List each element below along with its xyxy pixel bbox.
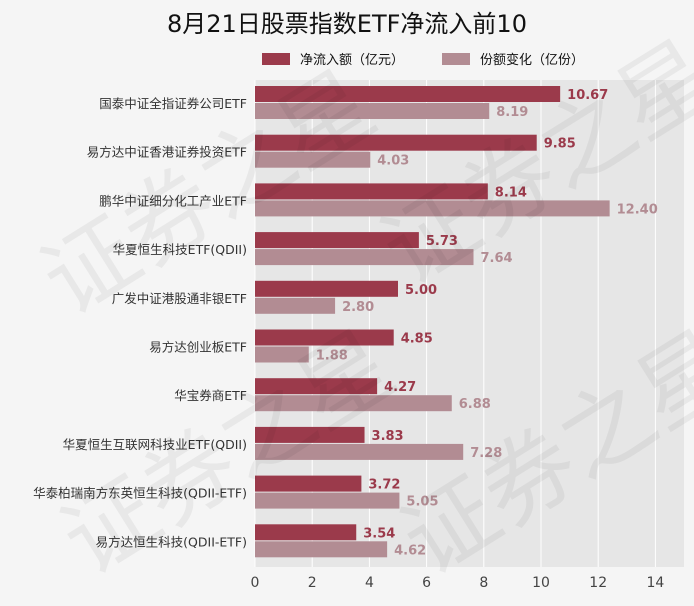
bar	[255, 200, 610, 217]
legend-item-net-inflow: 净流入额（亿元）	[262, 49, 404, 68]
x-tick-label: 6	[422, 575, 431, 591]
data-label: 3.54	[363, 526, 395, 541]
bar	[255, 475, 362, 492]
y-category-label: 华夏恒生科技ETF(QDII)	[113, 242, 247, 257]
bar	[255, 134, 537, 151]
bar	[255, 280, 398, 297]
bar	[255, 103, 490, 119]
bar	[255, 395, 452, 412]
data-label: 7.64	[481, 251, 513, 266]
bar	[255, 232, 419, 249]
y-category-label: 易方达恒生科技(QDII-ETF)	[96, 534, 247, 549]
chart-title: 8月21日股票指数ETF净流入前10	[167, 10, 527, 38]
data-label: 3.72	[368, 478, 400, 493]
legend-swatch-net-inflow	[262, 52, 290, 65]
data-label: 8.14	[495, 185, 527, 200]
data-label: 4.03	[377, 154, 409, 169]
bar	[255, 297, 336, 314]
bar	[255, 329, 394, 346]
legend-label-share-change: 份额变化（亿份）	[480, 53, 585, 68]
bar	[255, 378, 378, 395]
x-tick-label: 0	[251, 575, 260, 591]
x-tick-label: 8	[479, 575, 488, 591]
y-category-label: 易方达创业板ETF	[149, 340, 247, 355]
y-category-label: 华夏恒生互联网科技业ETF(QDII)	[63, 437, 247, 452]
data-label: 12.40	[617, 202, 658, 217]
bar	[255, 151, 371, 168]
data-label: 9.85	[544, 137, 576, 152]
bar	[255, 524, 357, 541]
legend: 净流入额（亿元） 份额变化（亿份）	[262, 49, 622, 68]
data-label: 8.19	[496, 105, 528, 120]
data-label: 3.83	[372, 429, 404, 444]
data-label: 4.85	[401, 332, 433, 347]
data-label: 2.80	[342, 300, 374, 315]
x-tick-label: 2	[308, 575, 317, 591]
data-label: 10.67	[567, 88, 608, 103]
data-label: 1.88	[316, 349, 348, 364]
data-label: 4.27	[384, 380, 416, 395]
y-category-label: 易方达中证香港证券投资ETF	[87, 145, 247, 160]
x-tick-label: 14	[646, 575, 664, 591]
data-label: 7.28	[470, 446, 502, 461]
data-label: 5.73	[426, 234, 458, 249]
y-category-label: 广发中证港股通非银ETF	[112, 291, 247, 306]
legend-label-net-inflow: 净流入额（亿元）	[300, 53, 405, 68]
bar	[255, 183, 488, 200]
x-tick-label: 4	[365, 575, 374, 591]
x-tick-label: 10	[532, 575, 550, 591]
data-label: 5.00	[405, 283, 437, 298]
y-category-label: 鹏华中证细分化工产业ETF	[99, 193, 247, 208]
legend-item-share-change: 份额变化（亿份）	[442, 49, 584, 68]
bar	[255, 541, 388, 558]
y-category-label: 国泰中证全指证券公司ETF	[99, 96, 247, 111]
x-tick-label: 12	[589, 575, 607, 591]
legend-swatch-share-change	[442, 52, 471, 65]
bar	[255, 426, 365, 443]
bar	[255, 249, 474, 266]
data-label: 4.62	[394, 543, 426, 558]
bar	[255, 346, 309, 363]
bar	[255, 86, 561, 102]
y-category-label: 华宝券商ETF	[174, 388, 247, 403]
bar	[255, 443, 464, 460]
y-category-label: 华泰柏瑞南方东英恒生科技(QDII-ETF)	[33, 486, 247, 501]
data-label: 6.88	[459, 397, 491, 412]
bar	[255, 492, 400, 509]
data-label: 5.05	[406, 495, 438, 510]
